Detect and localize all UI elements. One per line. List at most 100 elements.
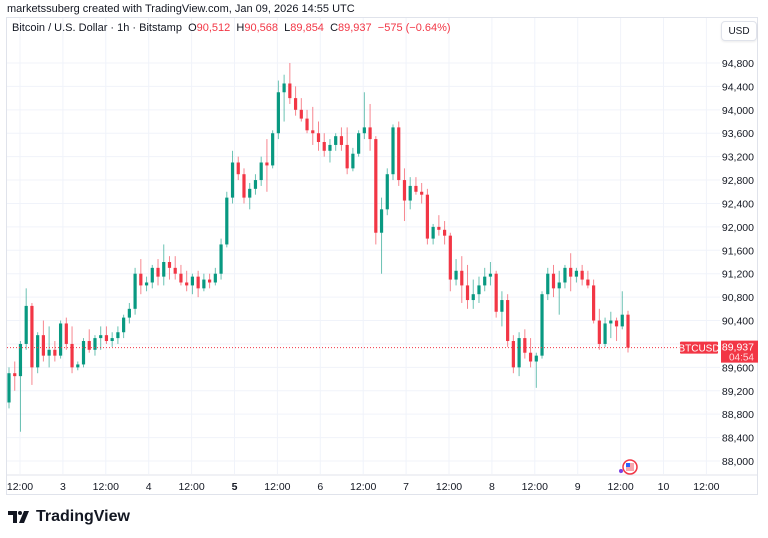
- tradingview-logo[interactable]: TradingView: [8, 508, 130, 526]
- candle-down: [414, 185, 418, 192]
- candle-up: [36, 335, 40, 368]
- y-axis-label: 91,600: [722, 245, 754, 257]
- candle-up: [431, 226, 435, 239]
- candle-down: [597, 320, 601, 344]
- candle-down: [592, 285, 596, 321]
- candle-up: [282, 83, 286, 93]
- candle-up: [144, 282, 149, 286]
- x-axis-label: 6: [317, 481, 323, 493]
- candle-up: [500, 300, 504, 312]
- x-axis-label: 12:00: [264, 481, 290, 493]
- candle-down: [64, 323, 68, 344]
- x-axis-label: 12:00: [7, 481, 33, 493]
- candle-up: [7, 373, 11, 403]
- candle-down: [208, 279, 212, 283]
- close-value: 89,937: [338, 22, 372, 34]
- candle-up: [248, 188, 252, 198]
- x-axis-label: 12:00: [607, 481, 633, 493]
- candle-down: [316, 133, 321, 143]
- candle-up: [534, 355, 538, 362]
- candle-up: [557, 282, 561, 289]
- low-label: L: [284, 22, 291, 34]
- candle-up: [620, 314, 624, 327]
- candle-down: [41, 335, 45, 356]
- currency-button[interactable]: USD: [721, 21, 757, 41]
- y-axis-label: 94,000: [722, 105, 754, 117]
- candle-up: [127, 308, 131, 318]
- candle-down: [293, 98, 298, 110]
- candle-up: [454, 270, 458, 280]
- candle-down: [167, 262, 172, 268]
- x-axis-label: 12:00: [178, 481, 204, 493]
- candle-down: [87, 341, 91, 350]
- x-axis-label: 3: [60, 481, 66, 493]
- candle-up: [563, 267, 567, 283]
- candle-down: [53, 349, 57, 356]
- candle-up: [385, 174, 389, 210]
- symbol-legend: Bitcoin / U.S. Dollar · 1h · Bitstamp O9…: [12, 22, 451, 34]
- candle-down: [156, 267, 160, 277]
- candle-up: [362, 127, 366, 134]
- candle-down: [374, 139, 378, 233]
- change-value: −575 (−0.64%): [377, 22, 451, 34]
- price-tag-value: 89,937: [722, 342, 754, 354]
- x-axis-label: 5: [232, 481, 238, 493]
- us-event-flag-icon[interactable]: [619, 459, 638, 475]
- candle-up: [93, 338, 97, 350]
- candle-down: [13, 373, 17, 377]
- candle-down: [196, 276, 200, 289]
- candle-down: [437, 226, 441, 230]
- candle-down: [523, 338, 527, 353]
- tradingview-logo-icon: [8, 511, 29, 523]
- candle-up: [76, 364, 80, 368]
- price-tag-countdown: 04:54: [729, 353, 754, 364]
- candle-up: [574, 270, 579, 277]
- candle-up: [517, 338, 521, 368]
- brand-name: TradingView: [36, 508, 130, 525]
- candle-up: [122, 317, 126, 333]
- candle-up: [408, 185, 412, 201]
- symbol-tag: [680, 341, 718, 354]
- candle-down: [402, 180, 407, 201]
- candle-up: [162, 262, 166, 277]
- candle-down: [173, 267, 177, 274]
- candle-up: [190, 276, 195, 286]
- chart-credit: marketssuberg created with TradingView.c…: [7, 3, 355, 15]
- candle-down: [420, 191, 424, 195]
- candle-up: [477, 285, 481, 295]
- candle-up: [24, 305, 28, 344]
- candle-down: [70, 343, 74, 368]
- candle-down: [528, 352, 533, 362]
- y-axis-label: 89,200: [722, 386, 754, 398]
- candle-up: [259, 162, 263, 181]
- candle-down: [139, 273, 143, 286]
- candle-up: [483, 276, 487, 286]
- candle-up: [202, 279, 206, 289]
- symbol-title: Bitcoin / U.S. Dollar · 1h · Bitstamp: [12, 22, 182, 34]
- candle-up: [328, 144, 332, 151]
- candle-up: [47, 349, 51, 356]
- candle-up: [391, 127, 395, 175]
- x-axis-label: 10: [658, 481, 670, 493]
- candle-down: [580, 270, 584, 280]
- symbol-tag-label: BTCUSD: [678, 344, 719, 355]
- y-axis-label: 90,800: [722, 292, 754, 304]
- candle-down: [586, 279, 590, 286]
- candle-up: [271, 133, 275, 166]
- candle-up: [488, 273, 493, 277]
- candle-up: [334, 136, 338, 145]
- candle-down: [465, 285, 470, 301]
- candle-down: [288, 83, 292, 99]
- candle-down: [345, 144, 349, 169]
- chart-frame: [6, 17, 758, 495]
- candle-up: [133, 273, 137, 309]
- high-value: 90,568: [244, 22, 279, 34]
- y-axis-label: 88,000: [722, 456, 754, 468]
- candle-up: [58, 323, 63, 356]
- y-axis-label: 93,600: [722, 128, 754, 140]
- candle-up: [230, 162, 235, 198]
- high-label: H: [236, 22, 245, 34]
- candle-down: [460, 270, 464, 286]
- candle-up: [213, 273, 217, 283]
